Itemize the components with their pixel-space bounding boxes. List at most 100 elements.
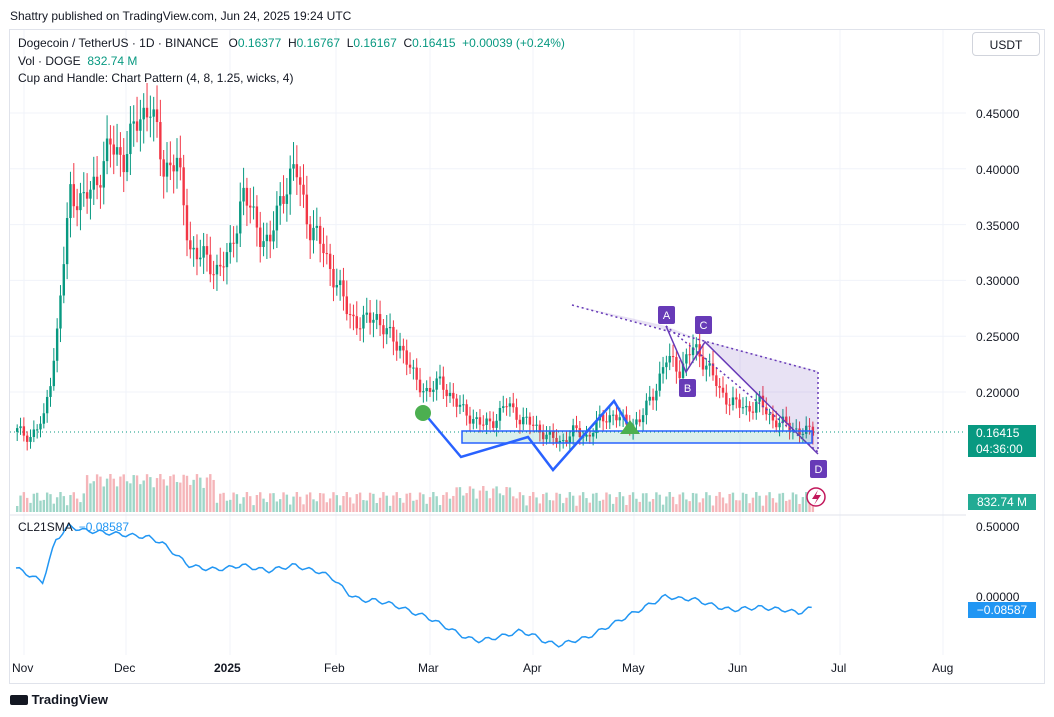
candle xyxy=(288,168,292,195)
volume-bar xyxy=(35,492,39,512)
volume-bar xyxy=(112,478,115,512)
volume-bar xyxy=(99,476,102,512)
candle xyxy=(55,328,59,361)
candle xyxy=(122,154,125,173)
legend-line-volume[interactable]: Vol · DOGE 832.74 M xyxy=(18,54,137,68)
volume-bar xyxy=(82,493,85,512)
candle xyxy=(388,326,392,329)
candle xyxy=(611,414,615,416)
currency-button[interactable]: USDT xyxy=(972,32,1040,56)
candle xyxy=(398,345,402,351)
candle xyxy=(195,247,199,260)
volume-bar xyxy=(638,501,641,512)
oscillator-legend[interactable]: CL21SMA −0.08587 xyxy=(18,520,129,534)
candle xyxy=(731,397,735,406)
volume-bar xyxy=(279,499,282,512)
candle xyxy=(442,376,445,390)
volume-bar xyxy=(402,502,405,512)
volume-bar xyxy=(671,496,675,512)
symbol-name[interactable]: Dogecoin / TetherUS · 1D · BINANCE xyxy=(18,36,219,50)
volume-bar xyxy=(768,492,771,512)
volume-bar xyxy=(428,497,432,512)
volume-bar xyxy=(169,476,172,512)
candle xyxy=(768,413,771,415)
candle xyxy=(661,367,665,374)
candle xyxy=(708,363,711,366)
volume-bar xyxy=(62,496,66,512)
tradingview-logo[interactable]: TradingView xyxy=(10,692,108,707)
volume-bar xyxy=(325,502,329,512)
candle xyxy=(358,328,362,330)
volume-bar xyxy=(515,498,518,512)
volume-bar xyxy=(242,497,245,512)
candle xyxy=(52,360,56,387)
candle xyxy=(139,119,142,131)
volume-bar xyxy=(185,475,189,512)
volume-bar xyxy=(795,494,798,512)
volume-bar xyxy=(588,502,592,512)
candle xyxy=(318,225,322,244)
volume-bar xyxy=(498,493,502,512)
volume-bar xyxy=(179,482,182,512)
volume-bar xyxy=(605,492,608,512)
volume-bar xyxy=(621,496,625,512)
candle xyxy=(538,424,542,433)
volume-bar xyxy=(255,494,259,512)
candle xyxy=(605,421,608,423)
candle xyxy=(765,407,768,415)
candle xyxy=(175,157,179,172)
candle xyxy=(638,419,641,423)
candle xyxy=(375,314,378,320)
candle xyxy=(185,205,189,241)
candle xyxy=(285,194,289,204)
candle xyxy=(305,194,309,225)
candle xyxy=(488,418,492,422)
volume-bar xyxy=(49,494,52,512)
candle xyxy=(691,347,695,356)
candle xyxy=(279,196,282,206)
candle xyxy=(292,164,295,169)
volume-bar xyxy=(655,492,658,512)
candle xyxy=(182,167,185,206)
volume-bar xyxy=(788,499,791,512)
candle xyxy=(102,161,105,188)
pattern-point-badge xyxy=(679,379,696,397)
legend-line-indicator[interactable]: Cup and Handle: Chart Pattern (4, 8, 1.2… xyxy=(18,71,293,85)
candle xyxy=(119,147,122,155)
candle xyxy=(89,189,92,199)
volume-bar xyxy=(462,495,465,512)
volume-bar xyxy=(352,503,355,512)
candle xyxy=(575,425,578,429)
volume-bar xyxy=(122,474,125,512)
volume-bar xyxy=(708,495,711,512)
volume-bar xyxy=(645,493,648,512)
candle xyxy=(478,417,482,425)
legend-line-1[interactable]: Dogecoin / TetherUS · 1D · BINANCE O0.16… xyxy=(18,36,565,50)
candle xyxy=(95,176,99,186)
candle xyxy=(651,396,655,401)
candle xyxy=(678,371,681,379)
candle xyxy=(262,241,265,247)
candle xyxy=(558,440,562,444)
candle xyxy=(665,362,668,368)
candle xyxy=(522,417,525,425)
oscillator-axis-label: 0.00000 xyxy=(976,590,1020,604)
volume-bar xyxy=(338,505,342,512)
volume-bar xyxy=(492,488,495,512)
candle xyxy=(332,268,335,288)
candle xyxy=(705,365,708,370)
volume-bar xyxy=(322,493,325,512)
volume-bar xyxy=(388,505,392,512)
volume-bar xyxy=(245,492,249,512)
volume-bar xyxy=(195,474,199,512)
volume-bar xyxy=(385,495,388,512)
volume-bar xyxy=(678,494,681,512)
volume-bar xyxy=(628,494,631,512)
volume-bar xyxy=(252,505,255,512)
volume-bar xyxy=(382,492,385,512)
candle xyxy=(432,389,435,392)
candle xyxy=(568,436,572,443)
volume-bar xyxy=(225,500,229,512)
volume-bar xyxy=(505,486,508,512)
